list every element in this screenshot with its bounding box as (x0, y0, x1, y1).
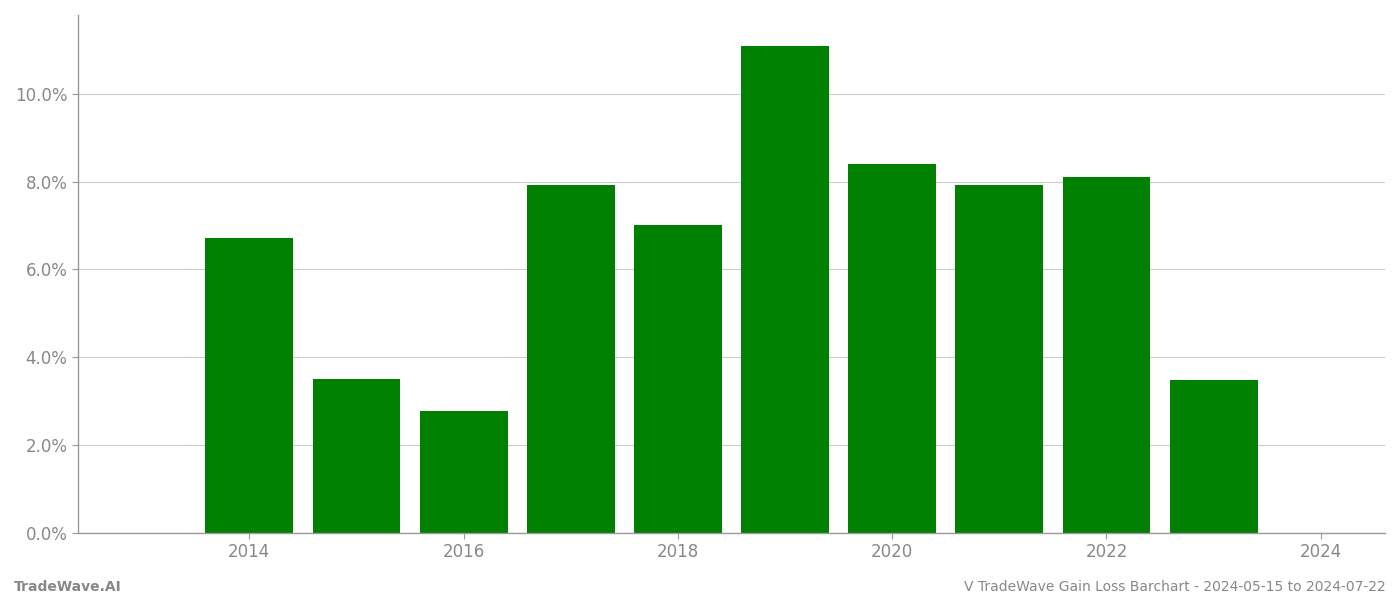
Bar (634, 224, 722, 533)
Bar (312, 379, 400, 533)
Text: V TradeWave Gain Loss Barchart - 2024-05-15 to 2024-07-22: V TradeWave Gain Loss Barchart - 2024-05… (965, 580, 1386, 594)
Bar (206, 238, 293, 533)
Bar (741, 46, 829, 533)
Bar (1063, 177, 1151, 533)
Bar (1169, 380, 1257, 533)
Bar (420, 410, 508, 533)
Bar (526, 185, 615, 533)
Text: TradeWave.AI: TradeWave.AI (14, 580, 122, 594)
Bar (848, 164, 937, 533)
Bar (955, 185, 1043, 533)
